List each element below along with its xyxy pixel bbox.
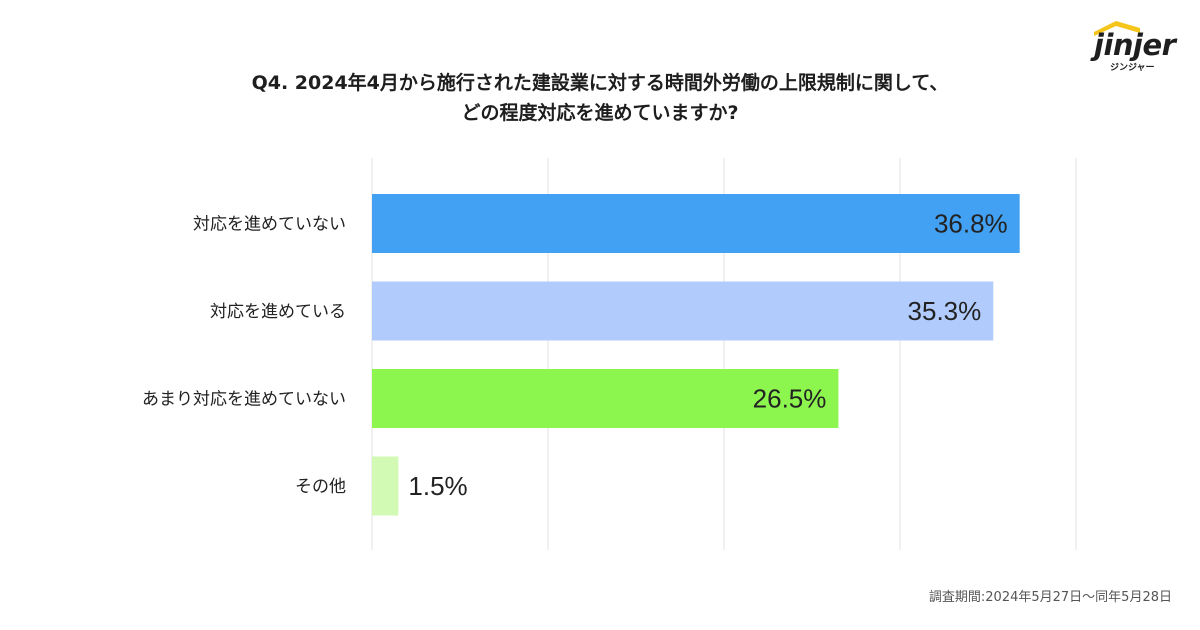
bar-1 (372, 194, 1020, 253)
chart-title: Q4. 2024年4月から施行された建設業に対する時間外労働の上限規制に関して、… (0, 68, 1200, 128)
bar-2 (372, 281, 994, 341)
logo-subtext: ジンジャー (1110, 63, 1155, 73)
title-line-2: どの程度対応を進めていますか? (461, 102, 739, 124)
category-label: その他 (295, 477, 346, 497)
logo-text: jinjer (1094, 28, 1176, 62)
category-label: 対応を進めている (210, 302, 346, 322)
bar-3 (372, 369, 839, 428)
title-line-1: Q4. 2024年4月から施行された建設業に対する時間外労働の上限規制に関して、 (251, 72, 949, 94)
value-label: 1.5% (408, 471, 467, 501)
category-label: 対応を進めていない (193, 215, 346, 235)
survey-period-note: 調査期間:2024年5月27日〜同年5月28日 (928, 590, 1172, 605)
roof-icon (1094, 21, 1140, 36)
value-label: 36.8% (934, 209, 1008, 239)
value-label: 26.5% (753, 384, 827, 414)
bars (372, 194, 1020, 516)
value-labels: 36.8% 35.3% 26.5% 1.5% (408, 209, 1007, 502)
category-label: あまり対応を進めていない (142, 390, 346, 410)
bar-4 (372, 456, 399, 516)
jinjer-logo: jinjer ジンジャー (1088, 14, 1184, 74)
value-label: 35.3% (908, 296, 982, 326)
